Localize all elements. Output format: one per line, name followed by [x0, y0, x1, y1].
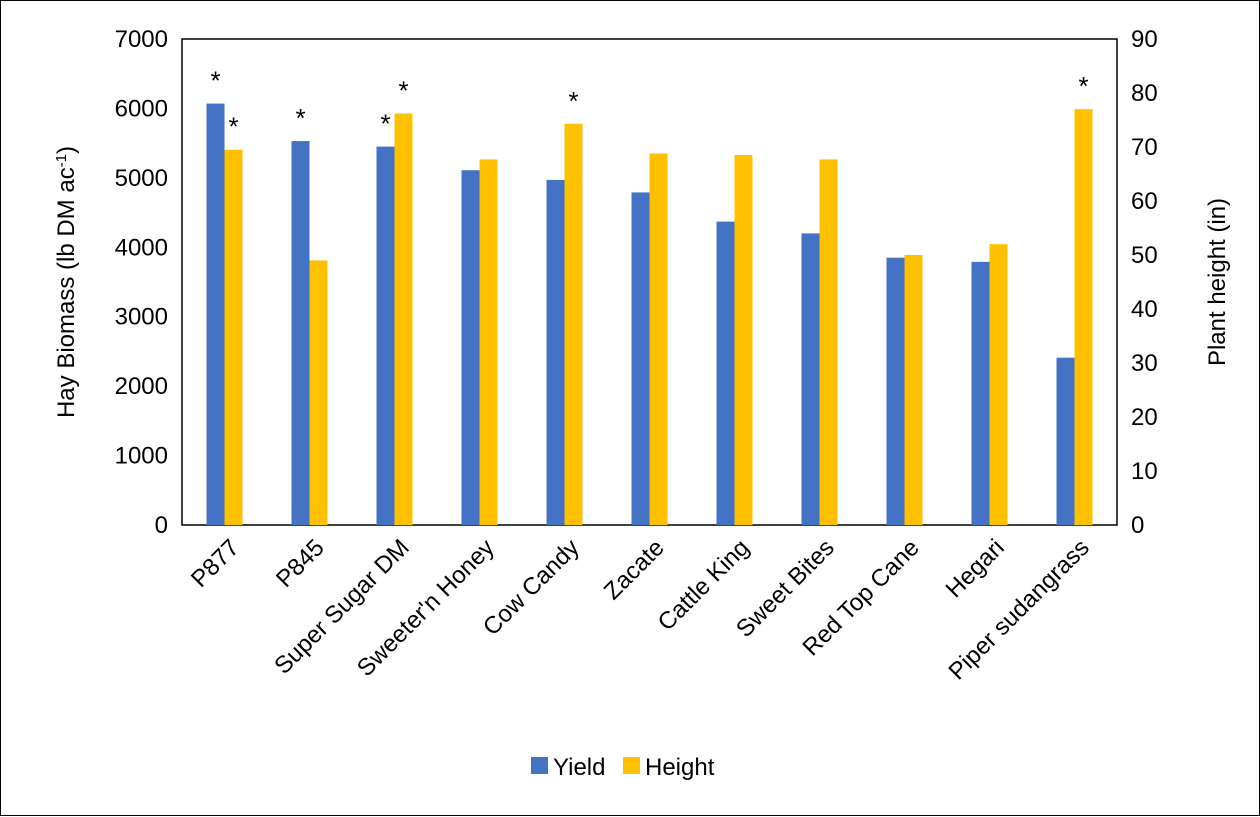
category-label: P845 — [271, 534, 330, 593]
significance-star-yield-0: * — [210, 66, 220, 96]
bar-yield-8 — [886, 257, 905, 525]
significance-star-height-4: * — [568, 86, 578, 116]
bar-yield-3 — [461, 170, 480, 525]
bar-height-8 — [904, 255, 923, 525]
bar-height-2 — [394, 113, 413, 526]
right-tick-label: 50 — [1131, 242, 1158, 269]
legend-label-yield: Yield — [553, 754, 605, 781]
left-tick-label: 5000 — [115, 165, 168, 192]
legend-swatch-height — [623, 757, 640, 774]
right-tick-label: 0 — [1131, 512, 1144, 539]
bar-height-10 — [1074, 109, 1093, 525]
category-label: Piper sudangrass — [944, 534, 1095, 685]
right-tick-label: 70 — [1131, 134, 1158, 161]
bar-height-6 — [734, 155, 753, 525]
significance-star-height-2: * — [398, 76, 408, 106]
right-axis-ticks: 0 10 20 30 40 50 60 70 80 90 — [1131, 26, 1158, 539]
bar-yield-2 — [376, 146, 395, 525]
legend-swatch-yield — [531, 757, 548, 774]
left-tick-label: 6000 — [115, 95, 168, 122]
bar-height-9 — [989, 244, 1008, 525]
bar-yield-1 — [291, 141, 310, 525]
right-tick-label: 60 — [1131, 188, 1158, 215]
left-tick-label: 1000 — [115, 443, 168, 470]
right-tick-label: 10 — [1131, 458, 1158, 485]
bar-yield-10 — [1056, 357, 1075, 525]
significance-markers: * * * * * * * — [210, 66, 1088, 142]
right-tick-label: 30 — [1131, 350, 1158, 377]
significance-star-yield-2: * — [380, 109, 390, 139]
bar-height-5 — [649, 153, 668, 526]
left-tick-label: 3000 — [115, 304, 168, 331]
bar-yield-0 — [206, 103, 225, 525]
legend: Yield Height — [531, 754, 715, 781]
bar-height-7 — [819, 159, 838, 526]
category-label: P877 — [186, 534, 245, 593]
bar-yield-6 — [716, 221, 735, 525]
bar-height-0 — [224, 149, 243, 525]
left-axis-ticks: 0 1000 2000 3000 4000 5000 6000 7000 — [115, 26, 168, 539]
left-axis-title-main: Hay Biomass (lb DM ac — [53, 167, 80, 418]
category-label: Zacate — [599, 534, 670, 605]
bar-yield-7 — [801, 233, 820, 525]
left-axis-title-superscript: -1 — [53, 154, 70, 167]
bars-layer — [206, 103, 1093, 526]
left-tick-label: 0 — [155, 512, 168, 539]
right-tick-label: 90 — [1131, 26, 1158, 53]
bar-yield-9 — [971, 261, 990, 525]
bar-yield-5 — [631, 192, 650, 526]
right-axis-title: Plant height (in) — [1204, 198, 1231, 366]
legend-label-height: Height — [645, 754, 715, 781]
left-tick-label: 4000 — [115, 234, 168, 261]
left-axis-title-close: ) — [53, 146, 80, 154]
category-label: Hegari — [941, 534, 1010, 603]
right-tick-label: 80 — [1131, 80, 1158, 107]
significance-star-yield-1: * — [295, 103, 305, 133]
bar-yield-4 — [546, 179, 565, 525]
left-tick-label: 2000 — [115, 373, 168, 400]
significance-star-height-0: * — [228, 112, 238, 142]
right-tick-label: 20 — [1131, 404, 1158, 431]
bar-height-4 — [564, 123, 583, 525]
bar-height-3 — [479, 159, 498, 526]
left-axis-title: Hay Biomass (lb DM ac-1) — [53, 146, 81, 418]
left-tick-label: 7000 — [115, 26, 168, 53]
significance-star-height-10: * — [1078, 71, 1088, 101]
bar-height-1 — [309, 260, 328, 525]
right-tick-label: 40 — [1131, 296, 1158, 323]
